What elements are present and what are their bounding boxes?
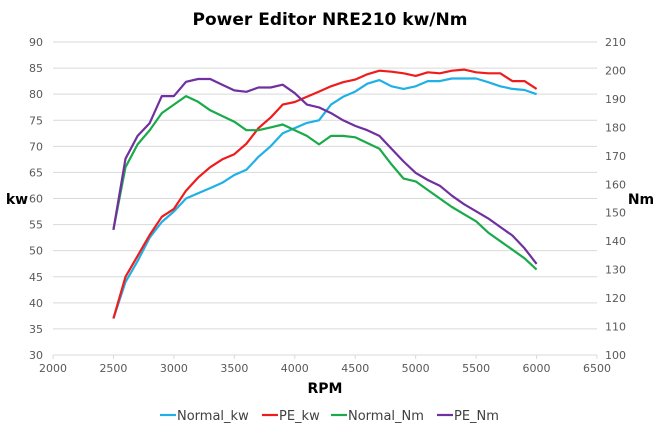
x-tick-label: 3000 [160,362,188,375]
y-tick-label: 60 [29,193,43,206]
x-tick-label: 4000 [281,362,309,375]
y-tick-label: 50 [29,245,43,258]
y2-tick-label: 190 [605,93,626,106]
y-axis-label: kw [6,192,28,208]
y2-tick-label: 200 [605,64,626,77]
legend-item: Normal_kw [160,409,249,424]
legend-label: Normal_Nm [348,409,424,424]
legend: Normal_kw PE_kw Normal_Nm PE_Nm [160,409,499,424]
y-tick-label: 40 [29,297,43,310]
series-line-pe-nm [112,77,538,265]
series-line-normal-kw [112,77,537,319]
y2-tick-label: 150 [605,207,626,220]
legend-label: PE_Nm [454,409,499,424]
legend-item: PE_kw [262,409,320,424]
y-tick-label: 65 [29,166,43,179]
chart-title: Power Editor NRE210 kw/Nm [193,10,468,30]
y-tick-label: 35 [29,323,43,336]
y2-tick-label: 100 [605,349,626,362]
y2-axis-label: Nm [628,192,654,208]
y-tick-label: 85 [29,62,43,75]
x-tick-label: 3500 [220,362,248,375]
series-line-pe-kw [112,68,538,319]
y-tick-label: 70 [29,140,43,153]
x-tick-label: 6000 [523,362,551,375]
y2-tick-label: 210 [605,36,626,49]
x-tick-label: 6500 [583,362,611,375]
x-tick-label: 2500 [99,362,127,375]
y2-tick-label: 170 [605,150,626,163]
y2-tick-label: 110 [605,321,626,334]
legend-label: Normal_kw [177,409,249,424]
x-axis-label: RPM [308,381,343,397]
y-tick-label: 55 [29,219,43,232]
x-tick-label: 2000 [39,362,67,375]
x-tick-label: 4500 [341,362,369,375]
y2-tick-label: 120 [605,292,626,305]
y2-tick-label: 160 [605,178,626,191]
y-tick-label: 45 [29,271,43,284]
y-tick-label: 90 [29,36,43,49]
y2-tick-label: 140 [605,235,626,248]
legend-item: PE_Nm [437,409,499,424]
y2-tick-label: 130 [605,264,626,277]
y-tick-label: 75 [29,114,43,127]
y-tick-label: 80 [29,88,43,101]
legend-label: PE_kw [279,409,320,424]
x-tick-label: 5500 [462,362,490,375]
y-tick-label: 30 [29,349,43,362]
legend-item: Normal_Nm [331,409,424,424]
series-line-normal-nm [112,94,538,271]
y2-tick-label: 180 [605,121,626,134]
x-tick-label: 5000 [402,362,430,375]
